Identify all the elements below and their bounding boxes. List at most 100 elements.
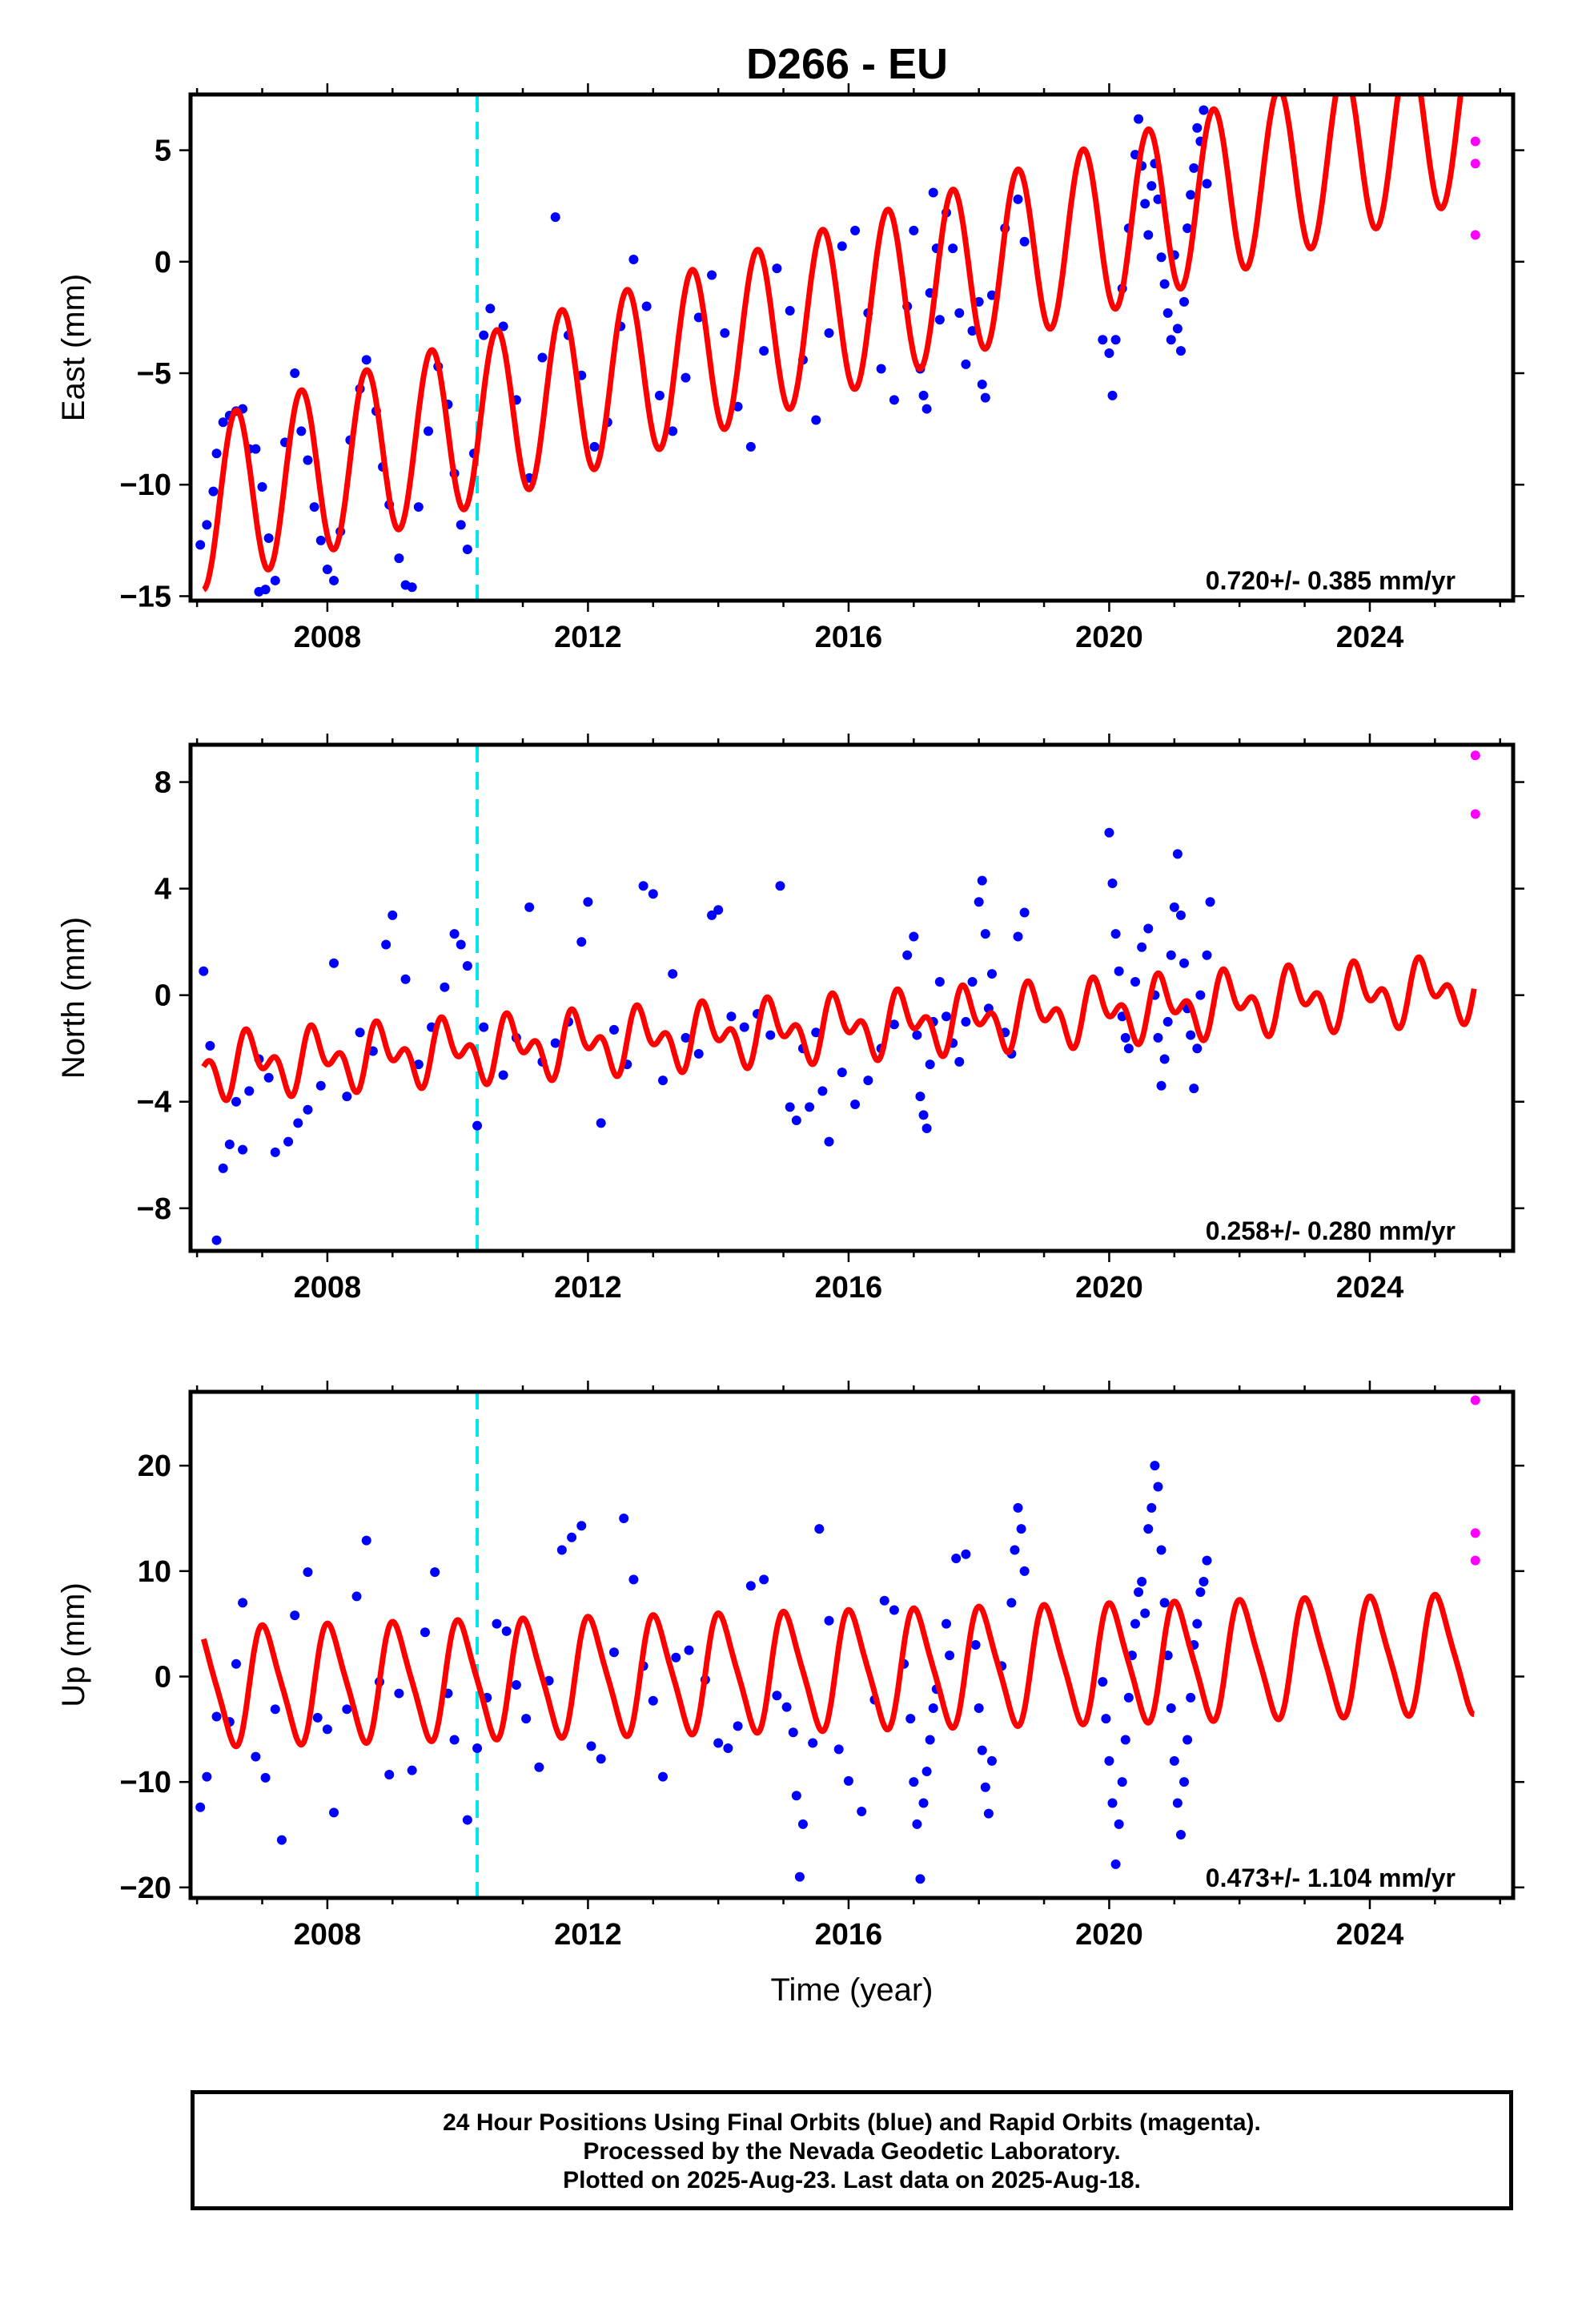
final-orbit-point <box>1114 1819 1124 1829</box>
final-orbit-point <box>1006 1598 1017 1608</box>
final-orbit-point <box>1162 1651 1173 1661</box>
final-orbit-point <box>290 1610 300 1621</box>
final-orbit-point <box>628 1574 639 1585</box>
final-orbit-point <box>1156 1545 1166 1555</box>
final-orbit-point <box>596 1754 606 1764</box>
final-orbit-point <box>628 255 639 265</box>
y-axis-label: North (mm) <box>56 917 91 1079</box>
panel-frame <box>188 1389 1516 1900</box>
final-orbit-point <box>260 585 271 595</box>
y-axis-label: Up (mm) <box>56 1582 91 1707</box>
final-orbit-point <box>1016 1524 1026 1534</box>
final-orbit-point <box>1019 1566 1030 1576</box>
final-orbit-point <box>1104 348 1114 358</box>
final-orbit-point <box>556 1545 567 1555</box>
final-orbit-point <box>745 1581 756 1591</box>
final-orbit-point <box>1146 181 1157 191</box>
final-orbit-point <box>550 1038 560 1048</box>
final-orbit-point <box>586 1741 596 1751</box>
final-orbit-point <box>1195 990 1206 1000</box>
final-orbit-point <box>775 881 785 891</box>
rapid-orbit-point <box>1470 159 1480 169</box>
velocity-label: 0.473+/- 1.104 mm/yr <box>1206 1864 1456 1892</box>
final-orbit-point <box>315 1080 326 1091</box>
final-orbit-point <box>456 520 466 530</box>
final-orbit-point <box>1107 878 1118 888</box>
final-orbit-point <box>902 950 913 960</box>
final-orbit-point <box>915 1092 926 1102</box>
velocity-label: 0.258+/- 0.280 mm/yr <box>1206 1216 1456 1245</box>
final-orbit-point <box>945 1651 955 1661</box>
x-tick-label: 2024 <box>1336 621 1404 654</box>
y-tick-label: −4 <box>137 1086 171 1120</box>
y-tick-label: −20 <box>120 1872 171 1905</box>
panel-frame <box>188 742 1516 1253</box>
final-orbit-point <box>921 1767 932 1776</box>
final-orbit-point <box>1182 223 1193 234</box>
final-orbit-point <box>1123 1692 1134 1703</box>
final-orbit-point <box>713 1738 724 1748</box>
final-orbit-point <box>1199 105 1209 115</box>
final-orbit-point <box>1202 179 1212 189</box>
final-orbit-point <box>205 1040 215 1051</box>
y-tick-label: 20 <box>138 1449 171 1483</box>
final-orbit-point <box>293 1118 303 1128</box>
final-orbit-point <box>472 1120 483 1131</box>
final-orbit-point <box>195 1802 206 1812</box>
up-panel: 2008 2012 2016 2020 2024 −20 −10 0 10 20 Up (mm) Ti… <box>56 1381 1524 2008</box>
final-orbit-point <box>942 1011 951 1022</box>
final-orbit-point <box>1140 1608 1150 1618</box>
final-orbit-point <box>713 905 724 915</box>
final-orbit-point <box>977 1745 987 1755</box>
final-orbit-point <box>909 931 919 942</box>
final-orbit-point <box>238 1598 248 1608</box>
final-orbit-point <box>257 482 267 493</box>
final-orbit-point <box>1179 958 1190 968</box>
final-orbit-point <box>805 1102 815 1112</box>
final-orbit-point <box>608 1647 619 1658</box>
footer-line-1: 24 Hour Positions Using Final Orbits (bl… <box>443 2109 1261 2136</box>
final-orbit-point <box>681 1032 691 1043</box>
final-orbit-point <box>296 426 307 436</box>
final-orbit-point <box>608 1024 619 1035</box>
final-orbit-point <box>765 1030 776 1040</box>
final-orbit-point <box>1202 1555 1212 1566</box>
final-orbit-point <box>857 1807 867 1817</box>
final-orbit-point <box>1186 1692 1196 1703</box>
final-orbit-point <box>449 929 460 939</box>
final-orbit-point <box>641 301 652 312</box>
rapid-orbit-point <box>1470 1555 1480 1566</box>
final-orbit-point <box>309 502 319 513</box>
y-tick-label: 8 <box>155 766 171 800</box>
x-tick-label: 2024 <box>1336 1271 1404 1305</box>
final-orbit-point <box>1156 1080 1166 1091</box>
final-orbit-point <box>1166 950 1176 960</box>
final-orbit-point <box>1143 923 1154 934</box>
final-orbit-point <box>589 441 600 452</box>
y-axis-label: East (mm) <box>56 274 91 421</box>
final-orbit-point <box>918 1110 929 1120</box>
final-orbit-point <box>1146 1502 1157 1513</box>
final-orbit-point <box>948 243 958 254</box>
final-orbit-point <box>889 395 899 405</box>
final-orbit-point <box>980 392 990 403</box>
final-orbit-point <box>648 889 658 899</box>
final-orbit-point <box>961 1016 971 1027</box>
final-orbit-point <box>986 1755 997 1766</box>
final-orbit-point <box>1199 1577 1209 1586</box>
final-orbit-point <box>329 958 339 968</box>
final-orbit-point <box>462 1815 472 1825</box>
final-orbit-point <box>921 1123 932 1133</box>
final-orbit-point <box>1192 1043 1203 1054</box>
final-orbit-point <box>312 1712 323 1723</box>
final-orbit-point <box>970 1640 981 1650</box>
final-orbit-point <box>1013 1502 1023 1513</box>
final-orbit-point <box>921 404 932 414</box>
final-orbit-point <box>211 1235 222 1245</box>
x-tick-label: 2016 <box>815 1918 883 1952</box>
x-axis-label: Time (year) <box>771 1972 934 2008</box>
final-orbit-point <box>1179 296 1190 307</box>
final-orbit-point <box>1175 1830 1186 1839</box>
y-tick-label: 0 <box>155 979 171 1013</box>
final-orbit-point <box>202 520 212 530</box>
